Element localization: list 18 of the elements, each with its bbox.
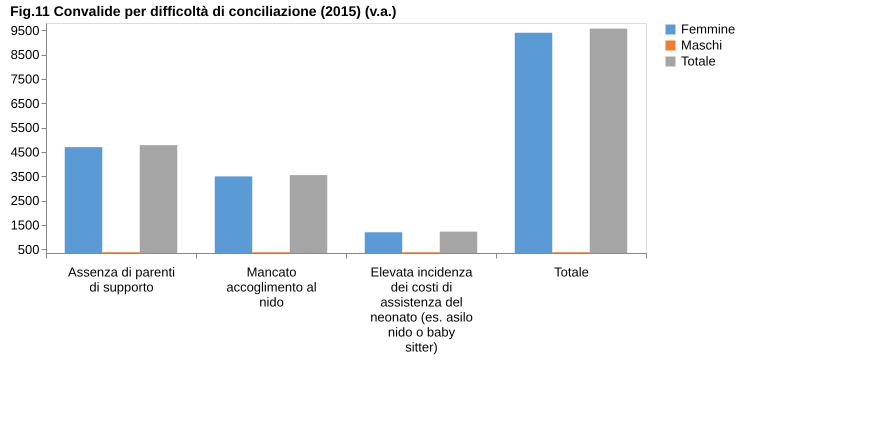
legend-label: Totale [681,54,716,68]
y-tick-label: 6500 [10,96,40,111]
x-tick-label: Mancato accoglimento al nido [226,264,317,310]
y-tick-label: 7500 [10,71,40,86]
x-tick-label: Elevata incidenza dei costi di assistenza del neonato (es. asilo nido o baby sitter) [370,264,474,354]
legend-label: Maschi [681,38,722,52]
legend-label: Femmine [681,22,736,36]
y-tick-label: 9500 [10,22,40,38]
y-tick-label: 5500 [10,120,40,136]
y-tick-label: 1500 [10,218,40,233]
y-tick-label: 3500 [10,168,40,184]
chart-title: Fig.11 Convalide per difficoltà di conciliazione (2015) (v.a.) [10,3,396,19]
y-tick-label: 2500 [10,193,40,208]
y-tick-label: 8500 [10,47,40,62]
x-tick-label: Assenza di parenti di supporto [68,264,176,294]
x-tick-label: Totale [554,264,589,280]
y-tick-label: 500 [18,242,40,257]
y-tick-label: 4500 [10,144,40,160]
